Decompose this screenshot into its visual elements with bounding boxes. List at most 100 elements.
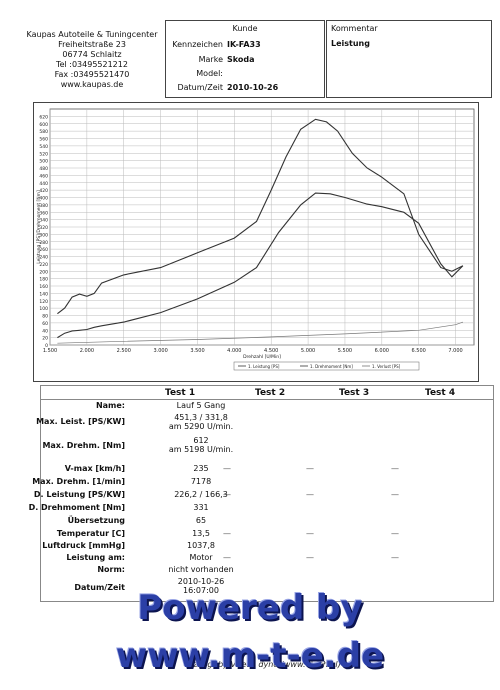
y-tick-label: 240 — [39, 255, 48, 261]
row-label-temperature: Temperatur [C] — [56, 529, 125, 538]
customer-row-model: Model: — [166, 69, 324, 81]
row-label-gear-ratio: Übersetzung — [67, 516, 125, 525]
y-tick-label: 560 — [39, 137, 48, 143]
series-line — [57, 118, 464, 315]
empty-cell-dash: — — [306, 490, 314, 499]
y-tick-label: 0 — [45, 343, 48, 349]
customer-make-value: Skoda — [227, 55, 255, 64]
y-tick-label: 100 — [39, 306, 48, 312]
row-label-datetime: Datum/Zeit — [74, 583, 125, 592]
row-label-avg-power: D. Leistung [PS/KW] — [33, 490, 125, 499]
x-tick-label: 4.500 — [264, 348, 278, 354]
y-tick-label: 200 — [39, 269, 48, 275]
series-line — [57, 321, 464, 344]
customer-plate-label: Kennzeichen — [172, 40, 223, 49]
column-header-test2: Test 2 — [255, 388, 286, 398]
y-tick-label: 320 — [39, 225, 48, 231]
row-label-max-power: Max. Leist. [PS/KW] — [36, 417, 125, 426]
empty-cell-dash: — — [306, 464, 314, 473]
y-tick-label: 20 — [42, 336, 48, 342]
company-fax: Fax :03495521470 — [54, 70, 130, 79]
empty-cell-dash: — — [391, 553, 399, 562]
y-tick-label: 60 — [42, 321, 48, 327]
y-tick-label: 500 — [39, 159, 48, 165]
watermark-website: www.m-t-e.de — [115, 636, 385, 676]
row-label-air-pressure: Luftdruck [mmHg] — [42, 541, 125, 550]
row-label-avg-torque: D. Drehmoment [Nm] — [28, 503, 125, 512]
company-address: Kaupas Autoteile & Tuningcenter Freiheit… — [22, 30, 162, 90]
customer-plate-value: IK-FA33 — [227, 40, 261, 49]
y-tick-label: 420 — [39, 188, 48, 194]
y-tick-label: 600 — [39, 122, 48, 128]
customer-row-plate: Kennzeichen IK-FA33 — [166, 40, 324, 52]
y-tick-label: 340 — [39, 218, 48, 224]
y-tick-label: 520 — [39, 151, 48, 157]
y-tick-label: 380 — [39, 203, 48, 209]
empty-cell-dash: — — [223, 529, 231, 538]
empty-cell-dash: — — [391, 529, 399, 538]
customer-date-label: Datum/Zeit — [177, 83, 223, 92]
customer-model-label: Model: — [196, 69, 223, 78]
column-header-test3: Test 3 — [339, 388, 370, 398]
row-value-date: 2010-10-26 — [177, 577, 225, 586]
y-axis-label: Leistung [PS]/Drehmoment [Nm] — [36, 190, 42, 264]
x-tick-label: 5.000 — [301, 348, 315, 354]
row-value-temperature: 13,5 — [192, 529, 210, 538]
empty-cell-dash: — — [306, 529, 314, 538]
table-header-divider — [41, 399, 493, 400]
software-credit: erzeugt by V-Tech dyno (www.vtech.pl) — [185, 660, 341, 669]
customer-row-date: Datum/Zeit 2010-10-26 — [166, 83, 324, 95]
empty-cell-dash: — — [223, 464, 231, 473]
empty-cell-dash: — — [223, 553, 231, 562]
y-tick-label: 260 — [39, 247, 48, 253]
legend-entry: 1. Verlust [PS] — [372, 364, 401, 369]
row-value-avg-torque: 331 — [193, 503, 209, 512]
customer-box: Kunde Kennzeichen IK-FA33 Marke Skoda Mo… — [165, 20, 325, 98]
legend-box — [233, 361, 420, 371]
x-axis-label: Drehzahl [U/Min] — [243, 354, 281, 360]
row-value-vmax: 235 — [193, 464, 209, 473]
row-value-gear-ratio: 65 — [195, 516, 207, 525]
y-tick-label: 540 — [39, 144, 48, 150]
row-value-time: 16:07:00 — [183, 586, 219, 595]
row-value-air-pressure: 1037,8 — [187, 541, 215, 550]
row-value-max-power: 451,3 / 331,8 — [174, 413, 228, 422]
x-tick-label: 3.500 — [190, 348, 204, 354]
y-tick-label: 300 — [39, 232, 48, 238]
row-value-name: Lauf 5 Gang — [176, 401, 226, 410]
y-tick-label: 220 — [39, 262, 48, 268]
legend-entry: 1. Drehmoment [Nm] — [310, 364, 353, 369]
column-header-test1: Test 1 — [165, 388, 196, 398]
x-tick-label: 3.000 — [153, 348, 167, 354]
y-tick-label: 40 — [42, 328, 48, 334]
watermark-powered-by: Powered by — [137, 588, 363, 628]
y-tick-label: 400 — [39, 196, 48, 202]
y-tick-label: 620 — [39, 114, 48, 120]
row-label-norm: Norm: — [97, 565, 125, 574]
y-tick-label: 80 — [42, 314, 48, 320]
customer-date-value: 2010-10-26 — [227, 83, 279, 92]
company-website: www.kaupas.de — [60, 80, 124, 89]
comment-box-title: Kommentar — [331, 24, 378, 33]
company-phone: Tel :03495521212 — [56, 60, 128, 69]
x-tick-label: 2.000 — [80, 348, 94, 354]
column-header-test4: Test 4 — [425, 388, 456, 398]
y-tick-label: 360 — [39, 210, 48, 216]
x-tick-label: 6.000 — [375, 348, 389, 354]
series-line — [57, 192, 464, 339]
row-label-name: Name: — [95, 401, 125, 410]
x-tick-label: 7.000 — [448, 348, 462, 354]
x-tick-label: 1.500 — [43, 348, 57, 354]
legend-entry: 1. Leistung [PS] — [248, 364, 280, 369]
row-label-measured-at: Leistung am: — [66, 553, 125, 562]
customer-make-label: Marke — [198, 55, 223, 64]
company-street: Freiheitstraße 23 — [58, 40, 126, 49]
empty-cell-dash: — — [391, 490, 399, 499]
row-value-max-torque: 612 — [193, 436, 209, 445]
y-tick-label: 180 — [39, 277, 48, 283]
empty-cell-dash: — — [306, 553, 314, 562]
row-value-norm: nicht vorhanden — [168, 565, 234, 574]
dyno-chart: 0 20 40 60 80 100 120 140 160 180 200 220 240 260 280 3… — [33, 102, 479, 382]
x-tick-label: 4.000 — [227, 348, 241, 354]
